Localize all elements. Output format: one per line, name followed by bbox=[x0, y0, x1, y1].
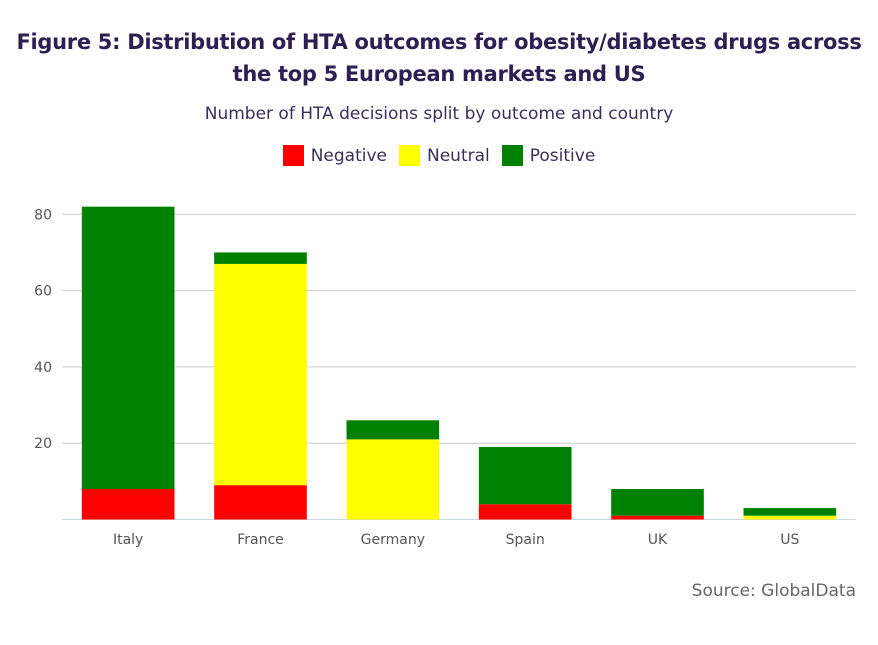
bar-france-positive[interactable] bbox=[214, 252, 307, 264]
grid-lines bbox=[62, 213, 856, 520]
y-tick-label-60: 60 bbox=[34, 284, 52, 300]
bar-us-positive[interactable] bbox=[743, 508, 837, 516]
legend-swatch-positive bbox=[501, 145, 523, 166]
chart-title-line-1: Figure 5: Distribution of HTA outcomes f… bbox=[16, 30, 862, 54]
x-tick-label-us: US bbox=[780, 532, 799, 548]
legend-item-neutral[interactable]: Neutral bbox=[399, 145, 490, 166]
x-tick-label-italy: Italy bbox=[113, 532, 143, 548]
bar-uk-positive[interactable] bbox=[611, 488, 704, 516]
y-axis-ticks: 20 40 60 80 bbox=[34, 207, 52, 452]
legend-swatch-neutral bbox=[399, 145, 420, 166]
x-tick-label-france: France bbox=[237, 532, 284, 548]
bar-spain-negative[interactable] bbox=[478, 504, 572, 520]
chart-title: Figure 5: Distribution of HTA outcomes f… bbox=[0, 26, 878, 90]
bar-france-neutral[interactable] bbox=[214, 263, 307, 486]
bar-germany-neutral[interactable] bbox=[346, 439, 440, 520]
legend-swatch-negative bbox=[282, 145, 304, 166]
bar-us-neutral[interactable] bbox=[743, 515, 837, 520]
bars bbox=[81, 206, 837, 520]
x-tick-label-uk: UK bbox=[648, 532, 668, 548]
bar-france-negative[interactable] bbox=[214, 485, 307, 520]
legend-label-positive: Positive bbox=[529, 145, 596, 166]
bar-uk-negative[interactable] bbox=[611, 515, 704, 520]
bar-italy-negative[interactable] bbox=[81, 488, 175, 520]
legend-label-negative: Negative bbox=[310, 145, 387, 166]
x-axis-ticks: Italy France Germany Spain UK US bbox=[113, 532, 800, 548]
x-tick-label-spain: Spain bbox=[506, 532, 545, 548]
chart-subtitle: Number of HTA decisions split by outcome… bbox=[204, 104, 674, 124]
source-note: Source: GlobalData bbox=[691, 581, 856, 601]
bar-germany-positive[interactable] bbox=[346, 420, 440, 440]
x-tick-label-germany: Germany bbox=[361, 532, 425, 548]
legend-label-neutral: Neutral bbox=[427, 145, 490, 166]
chart-title-line-2: the top 5 European markets and US bbox=[232, 62, 646, 86]
legend-item-positive[interactable]: Positive bbox=[501, 145, 596, 166]
y-tick-label-40: 40 bbox=[34, 360, 52, 376]
bar-italy-positive[interactable] bbox=[81, 206, 175, 489]
legend: Negative Neutral Positive bbox=[0, 145, 878, 166]
legend-item-negative[interactable]: Negative bbox=[282, 145, 387, 166]
bar-spain-positive[interactable] bbox=[478, 447, 572, 505]
y-tick-label-20: 20 bbox=[34, 436, 52, 452]
y-tick-label-80: 80 bbox=[34, 207, 52, 223]
